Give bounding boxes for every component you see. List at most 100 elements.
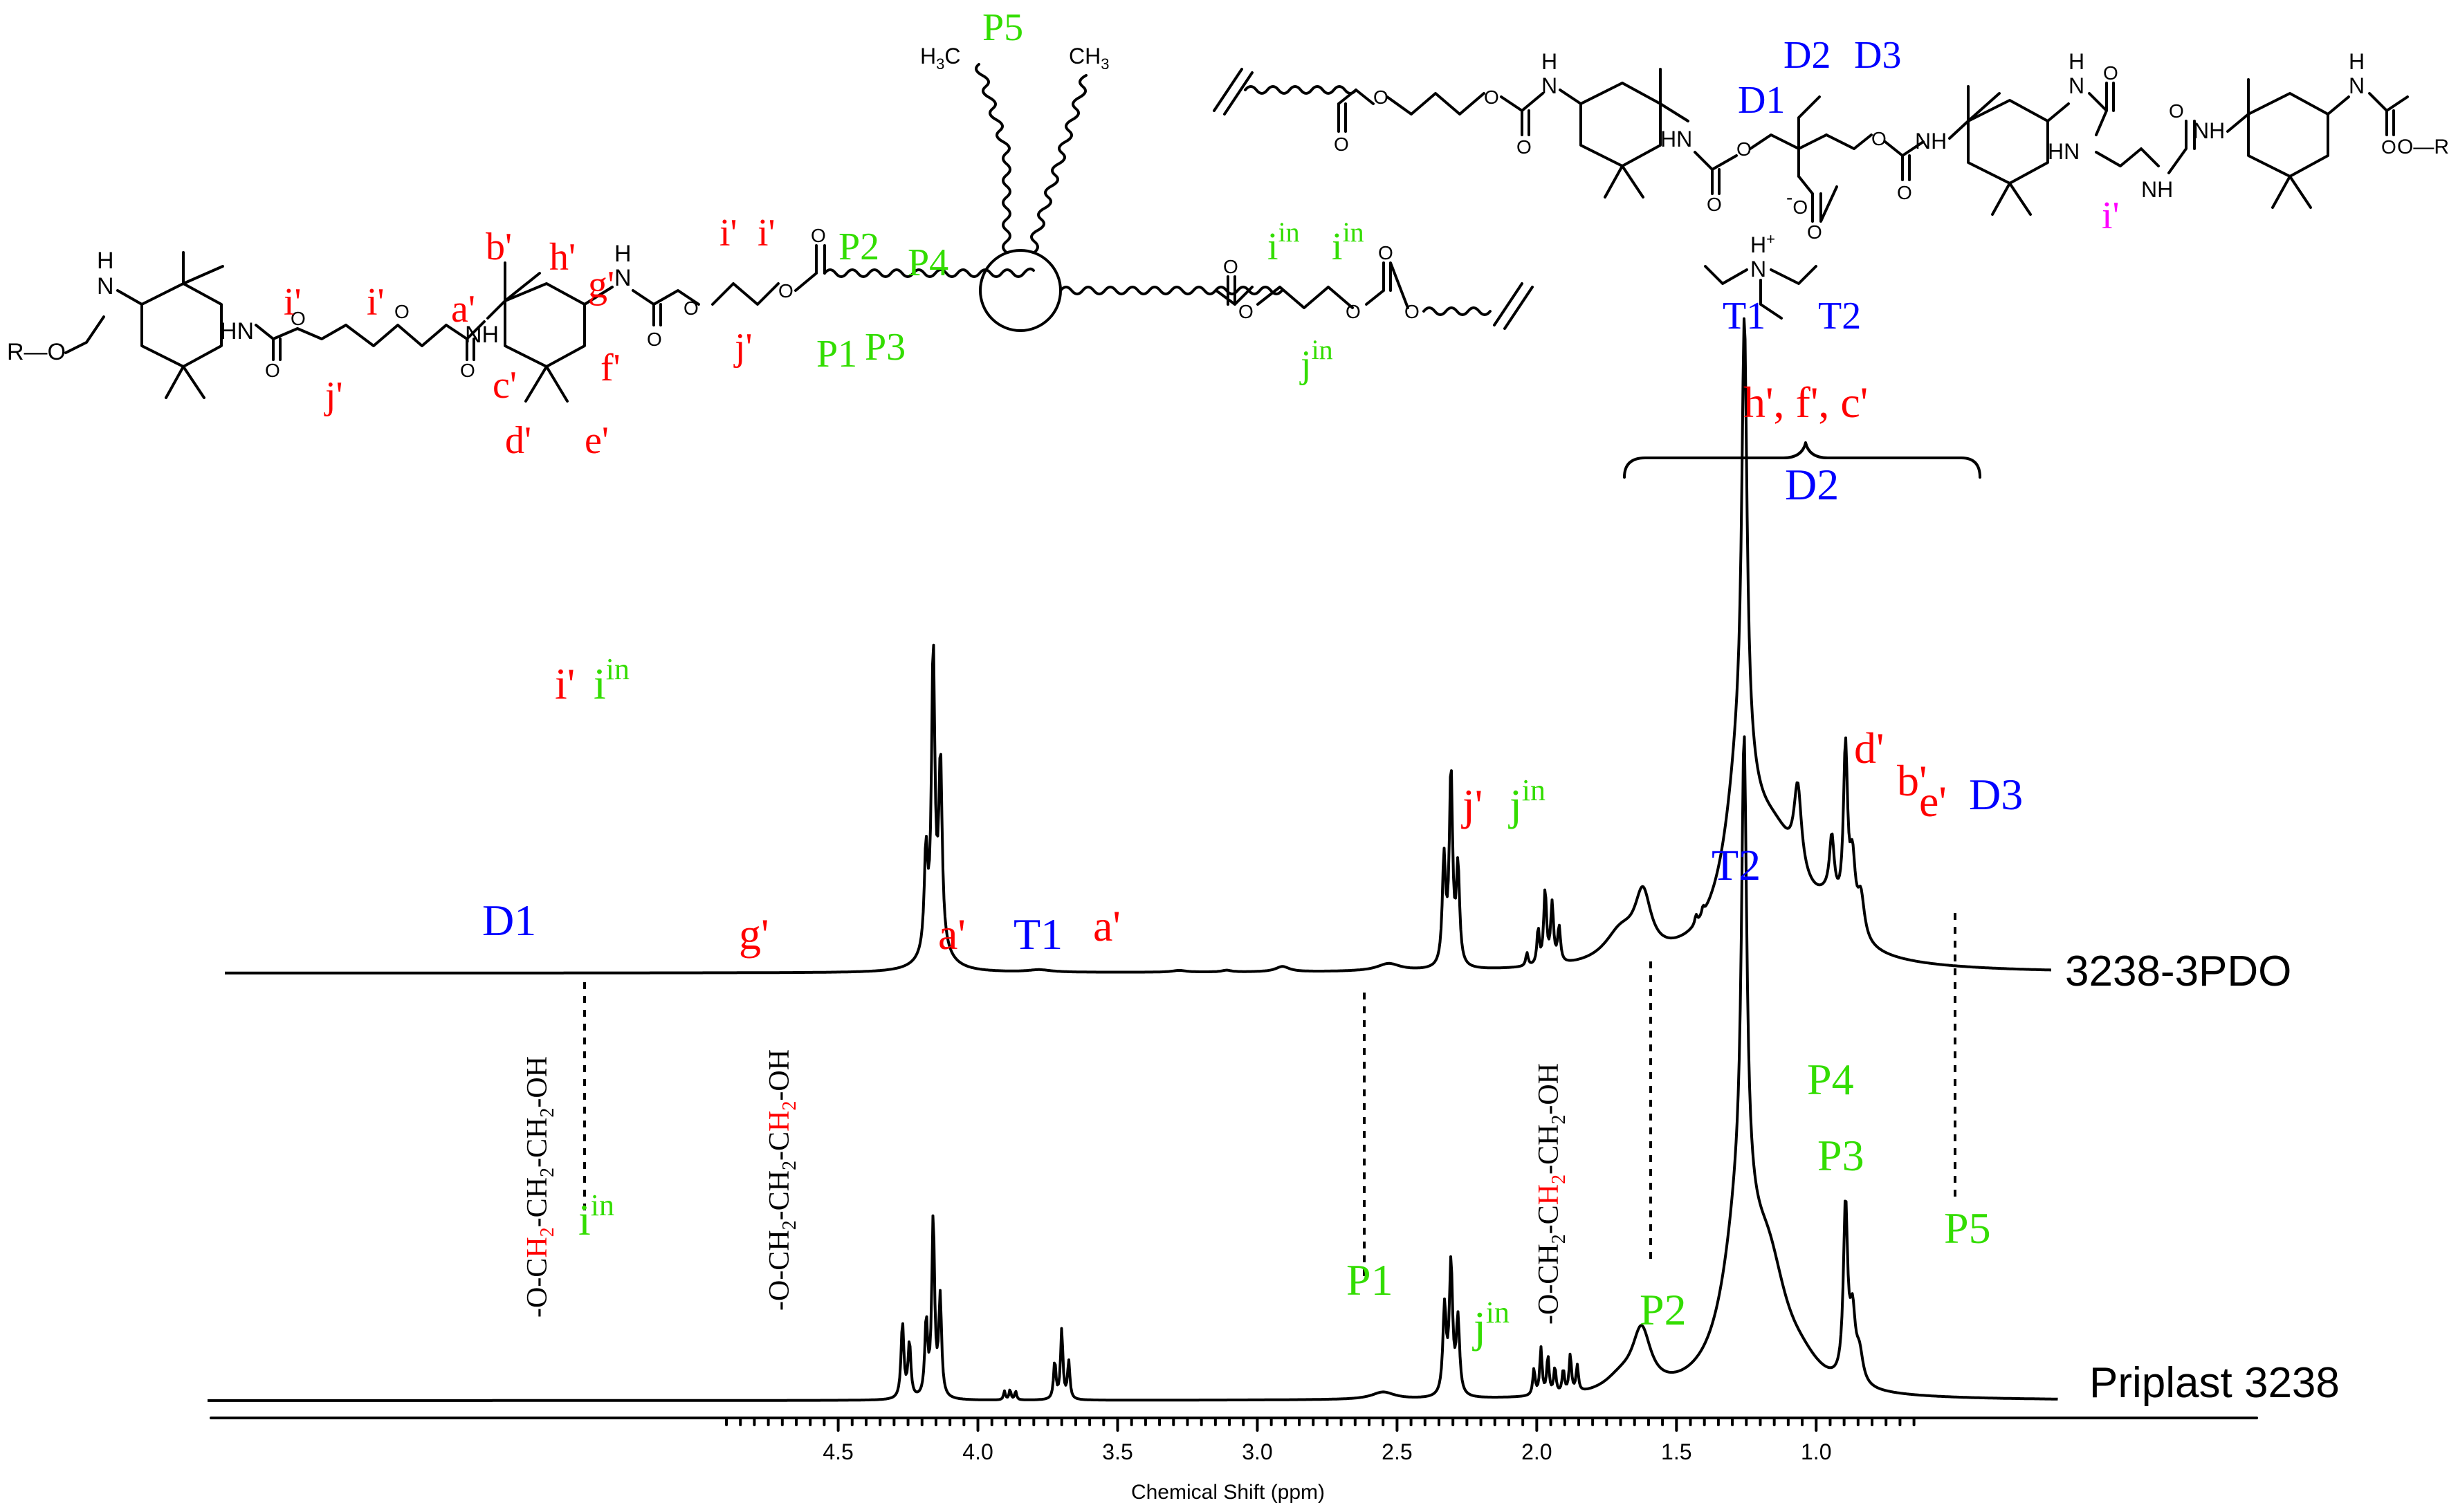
lbl-p5: P5 xyxy=(982,6,1023,49)
struct-r-o1: O xyxy=(1334,133,1349,155)
trace-label-bottom: Priplast 3238 xyxy=(2089,1359,2340,1407)
lbl-r-d3: D3 xyxy=(1854,34,1901,77)
tick-label: 1.0 xyxy=(1801,1439,1831,1464)
annot-t2: T2 xyxy=(1712,840,1761,889)
annot-d3: D3 xyxy=(1969,770,2023,819)
lbl-r-t2: T2 xyxy=(1818,295,1861,338)
struct-o-9: O xyxy=(1223,256,1238,277)
tick-label: 2.5 xyxy=(1382,1439,1412,1464)
struct-nh-top-n: N xyxy=(97,273,114,299)
struct-ch3: CH3 xyxy=(1069,44,1109,73)
lbl-i-prime-4: i' xyxy=(758,212,776,255)
struct-o-4: O xyxy=(460,360,475,381)
struct-r-o10: O xyxy=(2103,62,2118,84)
tick-label: 4.5 xyxy=(823,1439,853,1464)
trace-3238-3pdo xyxy=(224,317,2052,975)
struct-o-1: O xyxy=(265,360,280,381)
annot-p2: P2 xyxy=(1640,1285,1687,1334)
annot-g-prime: g' xyxy=(739,910,769,959)
struct-r-ominus: -O xyxy=(1786,187,1808,218)
lbl-i-prime-3: i' xyxy=(719,212,737,255)
tick-label: 3.0 xyxy=(1242,1439,1272,1464)
lbl-d-prime: d' xyxy=(505,419,531,462)
x-axis-ticks xyxy=(725,1417,1916,1432)
struct-r-o7: O xyxy=(1807,221,1822,243)
trace-priplast-3238 xyxy=(207,735,2058,1402)
struct-r-nh5: NH xyxy=(2193,118,2225,143)
struct-r-hn3: HN xyxy=(2048,139,2080,164)
annot-b-prime: b' xyxy=(1897,756,1927,805)
annot-d-prime: d' xyxy=(1854,723,1884,773)
struct-nh-top-h: H xyxy=(97,248,114,274)
struct-r-o6: O xyxy=(1736,138,1752,160)
struct-o-2: O xyxy=(291,308,306,329)
lbl-b-prime: b' xyxy=(486,225,512,268)
lbl-r-d2: D2 xyxy=(1783,34,1831,77)
struct-r-o4: O xyxy=(1516,136,1532,158)
struct-nh-2: NH xyxy=(465,322,499,348)
tick-label: 2.0 xyxy=(1521,1439,1552,1464)
struct-o-12: O xyxy=(1378,242,1393,264)
structure-left: R—O H N HN O O O O NH H N O O O O xyxy=(7,6,1534,462)
struct-r-o: R—O xyxy=(7,339,66,365)
lbl-p1: P1 xyxy=(816,333,857,376)
trace-label-top: 3238-3PDO xyxy=(2065,948,2291,995)
group-label-och2-1: -O-CH2-CH2-CH2-OH xyxy=(522,1056,558,1318)
struct-r-o9: O xyxy=(1897,182,1912,203)
annot-d2: D2 xyxy=(1785,460,1839,509)
tick-label: 3.5 xyxy=(1102,1439,1132,1464)
struct-r-o-r: O—R xyxy=(2397,136,2449,158)
struct-hn-1: HN xyxy=(220,318,254,344)
struct-r-nh3-n: N xyxy=(2069,73,2084,98)
annot-e-prime: e' xyxy=(1919,777,1947,826)
struct-o-13: O xyxy=(1404,301,1420,322)
group-label-och2-3: -O-CH2-CH2-CH2-OH xyxy=(1533,1063,1570,1325)
struct-r-nh6-n: N xyxy=(2349,73,2365,98)
x-axis-tick-labels: 4.5 4.0 3.5 3.0 2.5 2.0 1.5 1.0 xyxy=(823,1439,1831,1464)
struct-o-7: O xyxy=(778,280,794,302)
struct-o-3: O xyxy=(394,301,410,322)
struct-r-o2: O xyxy=(1373,86,1388,108)
struct-r-o11: O xyxy=(2169,100,2184,122)
struct-r-o3: O xyxy=(1484,86,1499,108)
lbl-c-prime: c' xyxy=(493,364,517,407)
annot-p3: P3 xyxy=(1817,1131,1864,1180)
annot-p5: P5 xyxy=(1944,1204,1991,1253)
struct-r-nh2: NH xyxy=(1915,129,1947,154)
brace-h-f-c xyxy=(1623,441,1981,479)
annot-h-f-c: h', f', c' xyxy=(1743,378,1868,427)
struct-r-o8: O xyxy=(1871,128,1887,149)
annot-iin-top: iin xyxy=(594,652,630,708)
lbl-i-prime-2: i' xyxy=(367,281,385,324)
annot-t1: T1 xyxy=(1014,910,1063,959)
struct-o-8: O xyxy=(811,225,826,246)
structure-right: O O O O H N HN O O O -O O O NH H N O xyxy=(1213,34,2449,338)
struct-r-o5: O xyxy=(1707,194,1722,215)
annot-d1: D1 xyxy=(482,896,536,945)
annot-jin-bottom: jin xyxy=(1472,1296,1510,1352)
lbl-iin-1: iin xyxy=(1267,216,1300,268)
annot-iin-bottom: iin xyxy=(578,1188,614,1244)
lbl-h-prime: h' xyxy=(549,236,576,279)
lbl-j-prime-1: j' xyxy=(324,374,343,417)
lbl-e-prime: e' xyxy=(585,419,609,462)
lbl-j-prime-2: j' xyxy=(733,326,753,369)
lbl-p2: P2 xyxy=(838,225,879,268)
annot-p4: P4 xyxy=(1807,1055,1854,1104)
lbl-r-d1: D1 xyxy=(1738,79,1785,122)
struct-o-6: O xyxy=(684,297,699,319)
tick-label: 4.0 xyxy=(962,1439,993,1464)
struct-n3-h: H xyxy=(614,241,632,267)
struct-h3c: H3C xyxy=(920,44,960,73)
lbl-p4: P4 xyxy=(908,241,948,284)
lbl-a-prime: a' xyxy=(451,288,475,331)
struct-o-5: O xyxy=(647,329,662,350)
struct-r-n1: N xyxy=(1541,73,1557,98)
lbl-iin-2: iin xyxy=(1332,216,1364,268)
annot-i-prime-top: i' xyxy=(555,659,575,708)
annot-a-prime-1: a' xyxy=(938,910,966,959)
struct-o-10: O xyxy=(1238,301,1254,322)
struct-r-nh6-h: H xyxy=(2349,49,2365,74)
struct-r-nh4: NH xyxy=(2141,177,2173,202)
lbl-p3: P3 xyxy=(865,326,906,369)
